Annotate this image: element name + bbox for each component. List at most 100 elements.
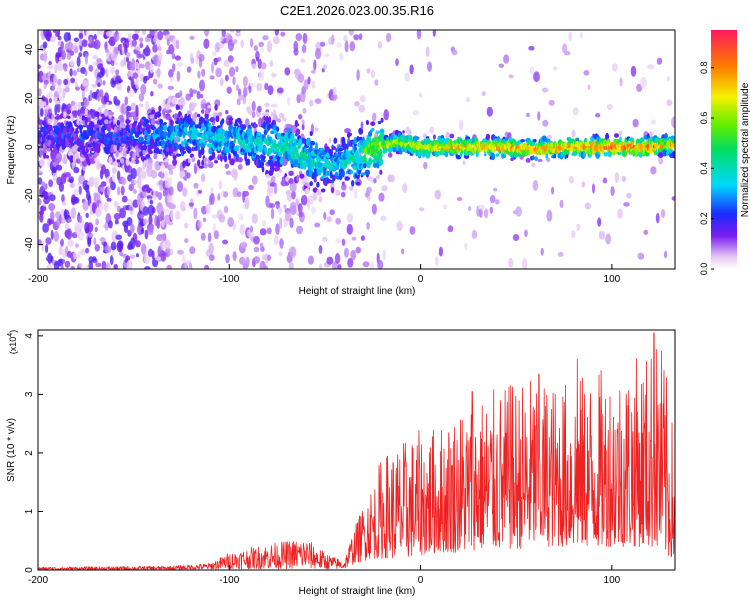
- spectrogram-noise-blob: [62, 258, 65, 264]
- spectrogram-ridge-blob: [318, 196, 323, 203]
- spectrogram-noise-blob: [233, 171, 238, 181]
- spectrogram-noise-blob: [143, 75, 150, 81]
- spectrogram-ridge-blob: [175, 144, 179, 150]
- spectrogram-noise-blob: [107, 185, 111, 197]
- spectrogram-ridge-blob: [70, 114, 73, 118]
- spectrogram-noise-blob: [366, 221, 370, 230]
- spectrogram-noise-blob: [296, 94, 302, 104]
- spectrogram-ridge-blob: [279, 157, 284, 166]
- spectrogram-noise-blob: [55, 211, 61, 219]
- spectrogram-noise-blob: [134, 46, 141, 51]
- spectrogram-noise-blob: [111, 173, 116, 182]
- spectrogram-noise-blob: [592, 183, 595, 194]
- spectrogram-noise-blob: [124, 96, 129, 105]
- spectrogram-ridge-blob: [78, 124, 84, 130]
- spectrogram-noise-blob: [53, 230, 59, 242]
- snr-x-tick-label: 100: [604, 575, 621, 586]
- spectrogram-noise-blob: [110, 59, 115, 67]
- colorbar-tick-label: 0.2: [699, 212, 709, 225]
- spectrogram-noise-blob: [656, 57, 663, 65]
- colorbar: 0.0 0.2 0.4 0.6 0.8 Normalized spectral ampl…: [699, 30, 750, 275]
- spectrogram-ridge-blob: [362, 162, 367, 169]
- spectrogram-noise-blob: [75, 86, 80, 91]
- spectrogram-noise-blob: [242, 242, 248, 248]
- spectrogram-noise-blob: [664, 250, 668, 259]
- spectrogram-ridge-blob: [180, 140, 185, 147]
- spectrogram-noise-blob: [85, 212, 89, 218]
- spectrogram-noise-blob: [64, 87, 70, 93]
- spectrogram-ridge-blob: [187, 158, 191, 164]
- spectrogram-ridge-blob: [164, 158, 169, 163]
- spectrogram-noise-blob: [546, 209, 553, 222]
- spectrogram-ridge-blob: [295, 128, 301, 136]
- spectrogram-noise-blob: [302, 32, 308, 44]
- spectrogram-ridge-blob: [55, 100, 61, 105]
- spectrogram-noise-blob: [130, 223, 135, 234]
- spectrogram-noise-blob: [465, 97, 471, 103]
- spectrogram-noise-blob: [637, 252, 645, 260]
- spectrogram-ridge-blob: [348, 132, 352, 137]
- spectrogram-ridge-blob: [483, 153, 487, 157]
- spectrogram-ridge-blob: [264, 141, 267, 145]
- spectrogram-noise-blob: [50, 35, 56, 43]
- spectrogram-noise-blob: [235, 84, 239, 92]
- spectrogram-noise-blob: [64, 223, 70, 231]
- spectrogram-noise-blob: [326, 216, 332, 223]
- spectrogram-noise-blob: [67, 218, 73, 223]
- spectrogram-noise-blob: [116, 186, 121, 196]
- spectrogram-ridge-blob: [139, 151, 144, 157]
- spectrogram-noise-blob: [73, 37, 79, 43]
- spectrogram-ridge-blob: [355, 181, 361, 186]
- spectrogram-noise-blob: [186, 66, 192, 73]
- spectrogram-noise-blob: [63, 154, 67, 159]
- spectrogram-ridge-blob: [360, 164, 364, 170]
- spectrogram-noise-blob: [321, 236, 328, 242]
- spectrogram-noise-blob: [142, 206, 149, 216]
- spectrogram-noise-blob: [55, 164, 63, 171]
- spectrogram-noise-blob: [205, 30, 209, 37]
- spectrogram-ridge-blob: [227, 152, 232, 161]
- spectrogram-ridge-blob: [269, 136, 273, 141]
- spectrogram-noise-blob: [314, 127, 319, 132]
- spectrogram-ridge-blob: [227, 130, 232, 137]
- spectrogram-noise-blob: [434, 189, 441, 200]
- spectrogram-noise-blob: [602, 177, 608, 184]
- spectrogram-noise-blob: [617, 208, 623, 219]
- spectrogram-ridge-blob: [163, 122, 167, 125]
- spectrogram-ridge-blob: [206, 118, 210, 122]
- spectrogram-noise-blob: [210, 193, 215, 205]
- spectrogram-noise-blob: [427, 61, 432, 72]
- spectrogram-noise-blob: [140, 83, 147, 95]
- spectrogram-noise-blob: [78, 32, 84, 40]
- spectrogram-noise-blob: [347, 258, 354, 268]
- spectrogram-noise-blob: [93, 39, 101, 50]
- spectrogram-noise-blob: [272, 36, 280, 45]
- spectrogram-ridge-blob: [221, 118, 225, 124]
- spectrogram-ridge-blob: [194, 111, 198, 119]
- spectrogram-noise-blob: [119, 207, 126, 219]
- spectrogram-noise-blob: [344, 247, 349, 258]
- spectrogram-noise-blob: [137, 174, 142, 187]
- spectrogram-noise-blob: [621, 175, 627, 182]
- spectrogram-noise-blob: [331, 34, 335, 45]
- spectrogram-noise-blob: [127, 199, 133, 206]
- spectrogram-noise-blob: [139, 42, 144, 48]
- spectrogram-noise-blob: [84, 69, 88, 77]
- spectrogram-ridge-blob: [510, 157, 514, 161]
- spectrogram-noise-blob: [179, 104, 183, 111]
- spectrogram-noise-blob: [73, 188, 79, 195]
- spectrogram-noise-blob: [70, 77, 76, 84]
- spectrogram-y-tick-label: -20: [24, 188, 35, 203]
- snr-x-tick-label: 0: [418, 575, 424, 586]
- spectrogram-noise-blob: [202, 217, 207, 223]
- spectrogram-noise-blob: [293, 40, 299, 52]
- spectrogram-noise-blob: [551, 186, 555, 195]
- spectrogram-noise-blob: [671, 196, 675, 201]
- spectrogram-noise-blob: [253, 256, 260, 264]
- spectrogram-ridge-blob: [121, 143, 127, 147]
- spectrogram-noise-blob: [60, 264, 64, 269]
- spectrogram-ridge-blob: [546, 157, 551, 162]
- spectrogram-noise-blob: [72, 45, 78, 53]
- spectrogram-ridge-blob: [177, 105, 181, 110]
- spectrogram-noise-blob: [435, 256, 439, 267]
